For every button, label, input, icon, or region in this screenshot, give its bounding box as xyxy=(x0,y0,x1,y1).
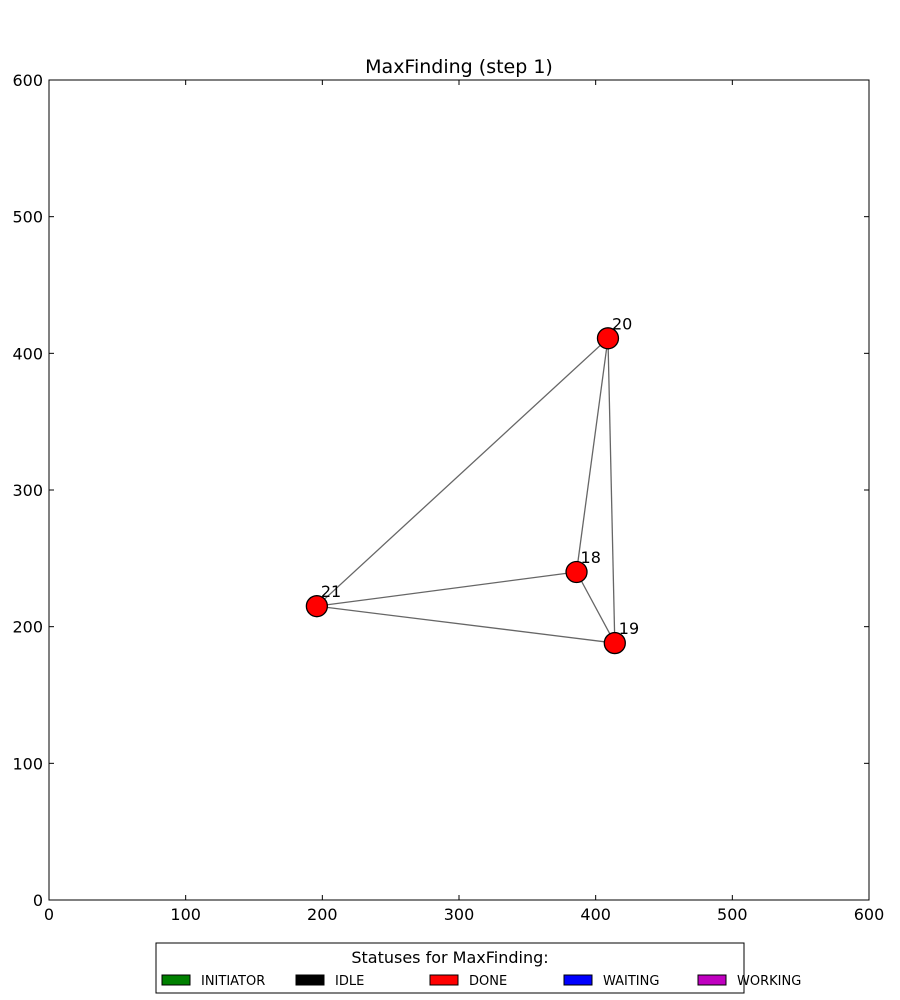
node-labels-layer: 20 21 18 19 xyxy=(321,314,639,638)
axis-ticks: 0 100 200 300 400 500 600 0 100 200 300 400 500 600 xyxy=(12,71,884,924)
x-tick-label-4: 400 xyxy=(580,905,611,924)
legend-swatch-initiator xyxy=(161,974,191,986)
edge-20-19 xyxy=(607,338,616,644)
legend-swatch-working xyxy=(697,974,727,986)
figure-title: MaxFinding (step 1) xyxy=(365,56,553,78)
y-tick-label-5: 500 xyxy=(12,208,43,227)
legend-label-idle: IDLE xyxy=(335,974,364,989)
legend-swatch-waiting xyxy=(563,974,593,986)
edges-layer xyxy=(316,337,616,644)
node-19 xyxy=(603,631,626,655)
legend: Statuses for MaxFinding: INITIATOR IDLE DO… xyxy=(155,942,801,994)
node-21 xyxy=(305,595,329,618)
legend-items: INITIATOR IDLE DONE WAITING WORKING xyxy=(161,974,801,989)
legend-label-waiting: WAITING xyxy=(603,974,659,989)
legend-label-done: DONE xyxy=(469,974,507,989)
x-tick-label-0: 0 xyxy=(44,905,54,924)
y-tick-label-1: 100 xyxy=(12,754,43,773)
y-tick-label-3: 300 xyxy=(12,481,43,500)
nodes-layer xyxy=(305,327,626,655)
x-tick-label-5: 500 xyxy=(717,905,748,924)
edge-21-19 xyxy=(316,605,615,644)
plot-area-frame xyxy=(48,79,870,901)
node-label-20: 20 xyxy=(612,314,632,333)
y-tick-label-4: 400 xyxy=(12,344,43,363)
edge-18-19 xyxy=(575,571,616,644)
edge-21-18 xyxy=(316,571,577,607)
y-tick-label-2: 200 xyxy=(12,618,43,637)
node-label-21: 21 xyxy=(321,582,341,601)
node-label-19: 19 xyxy=(619,619,639,638)
x-tick-label-2: 200 xyxy=(307,905,338,924)
legend-swatch-done xyxy=(429,974,459,986)
x-tick-label-1: 100 xyxy=(170,905,201,924)
node-18 xyxy=(565,560,588,584)
x-tick-label-3: 300 xyxy=(444,905,475,924)
edge-21-20 xyxy=(316,337,609,607)
node-label-18: 18 xyxy=(581,548,601,567)
y-tick-label-0: 0 xyxy=(33,891,43,910)
node-20 xyxy=(596,327,620,350)
y-tick-label-6: 600 xyxy=(12,71,43,90)
legend-swatch-idle xyxy=(295,974,325,986)
x-tick-label-6: 600 xyxy=(854,905,885,924)
legend-label-initiator: INITIATOR xyxy=(201,974,265,989)
legend-title: Statuses for MaxFinding: xyxy=(351,948,548,967)
legend-label-working: WORKING xyxy=(737,974,801,989)
edge-18-20 xyxy=(575,338,609,573)
